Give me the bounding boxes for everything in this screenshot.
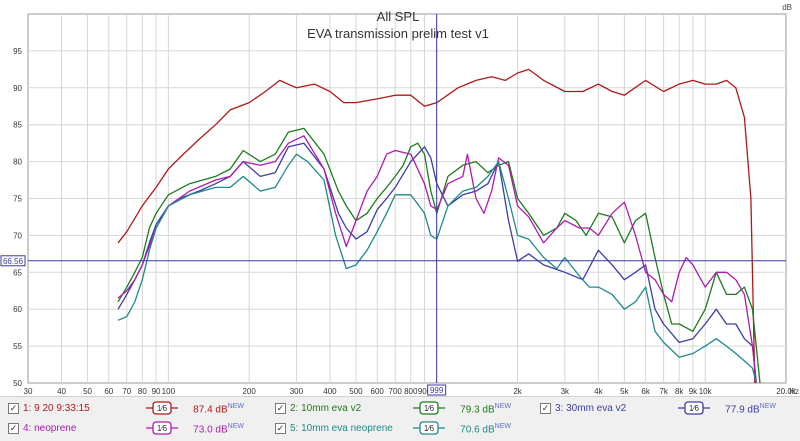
y-tick-label: 80: [13, 158, 22, 167]
svg-text:1⁄6: 1⁄6: [424, 404, 435, 413]
series-lines: [117, 68, 761, 384]
x-tick-label: 500: [349, 387, 363, 396]
visibility-checkbox[interactable]: ✓: [275, 403, 286, 414]
x-tick-label: 90: [152, 387, 161, 396]
legend-item-2[interactable]: ✓ 2: 10mm eva v2 1⁄6 79.3 dBNEW: [275, 399, 535, 419]
cursor-x-badge: [427, 384, 447, 396]
legend-item-4[interactable]: ✓ 4: neoprene 1⁄6 73.0 dBNEW: [8, 419, 268, 439]
x-tick-label: 900: [418, 387, 432, 396]
series-line-2: [117, 127, 761, 384]
visibility-checkbox[interactable]: ✓: [540, 403, 551, 414]
x-tick-label: 7k: [659, 387, 668, 396]
x-tick-label: 100: [162, 387, 176, 396]
x-tick-label: 3k: [561, 387, 570, 396]
chart-subtitle: EVA transmission prelim test v1: [307, 26, 489, 41]
x-tick-label: 9k: [689, 387, 698, 396]
y-tick-label: 60: [13, 305, 22, 314]
x-tick-label: 700: [389, 387, 403, 396]
new-tag: NEW: [227, 423, 244, 430]
y-tick-label: 70: [13, 231, 22, 240]
cursor-y-badge: [0, 255, 26, 267]
series-name-label: 3: 30mm eva v2: [555, 403, 627, 414]
visibility-checkbox[interactable]: ✓: [275, 423, 286, 434]
y-tick-label: 55: [13, 342, 22, 351]
y-tick-label: 95: [13, 47, 22, 56]
series-level-value: 87.4 dBNEW: [193, 403, 244, 416]
x-tick-label: 70: [122, 387, 131, 396]
grid-lines: [28, 14, 786, 383]
legend-item-5[interactable]: ✓ 5: 10mm eva neoprene 1⁄6 70.6 dBNEW: [275, 419, 535, 439]
series-line-1: [117, 68, 756, 384]
line-style-swatch-icon[interactable]: 1⁄6: [146, 421, 178, 435]
axis-tick-labels: 30 40 50 60 70 80 90 100 200 300 400 500 600 700 800 90…: [13, 47, 797, 396]
x-tick-label: 8k: [675, 387, 684, 396]
x-tick-label: 800: [404, 387, 418, 396]
new-tag: NEW: [759, 403, 776, 410]
series-level-value: 70.6 dBNEW: [460, 423, 511, 436]
series-line-4: [117, 135, 757, 384]
x-tick-label: 5k: [620, 387, 629, 396]
svg-text:1⁄6: 1⁄6: [689, 404, 700, 413]
x-tick-label: 40: [57, 387, 66, 396]
x-tick-label: 200: [242, 387, 256, 396]
x-tick-label: 80: [138, 387, 147, 396]
y-tick-label: 65: [13, 268, 22, 277]
cursor-y-label: 66.56: [3, 257, 24, 266]
line-style-swatch-icon[interactable]: 1⁄6: [413, 401, 445, 415]
y-axis-unit: dB: [782, 3, 792, 12]
y-tick-label: 75: [13, 195, 22, 204]
series-level-value: 79.3 dBNEW: [460, 403, 511, 416]
x-tick-label: 400: [323, 387, 337, 396]
x-tick-label: 20.0k: [776, 387, 797, 396]
series-level-value: 73.0 dBNEW: [193, 423, 244, 436]
legend-panel: ✓ 1: 9 20 9:33:15 1⁄6 87.4 dBNEW ✓ 2: 10mm ev…: [0, 396, 800, 441]
new-tag: NEW: [494, 403, 511, 410]
x-tick-label: 2k: [513, 387, 522, 396]
series-level-value: 77.9 dBNEW: [725, 403, 776, 416]
series-line-5: [117, 153, 757, 384]
x-tick-label: 300: [290, 387, 304, 396]
line-style-swatch-icon[interactable]: 1⁄6: [146, 401, 178, 415]
visibility-checkbox[interactable]: ✓: [8, 423, 19, 434]
svg-text:1⁄6: 1⁄6: [424, 424, 435, 433]
series-name-label: 2: 10mm eva v2: [290, 403, 362, 414]
x-tick-label: 6k: [641, 387, 650, 396]
x-tick-label: 600: [371, 387, 385, 396]
series-name-label: 1: 9 20 9:33:15: [23, 403, 90, 414]
series-name-label: 5: 10mm eva neoprene: [290, 423, 393, 434]
line-style-swatch-icon[interactable]: 1⁄6: [678, 401, 710, 415]
new-tag: NEW: [494, 423, 511, 430]
spl-chart[interactable]: 30 40 50 60 70 80 90 100 200 300 400 500 600 700 800 90…: [0, 0, 800, 398]
y-tick-label: 90: [13, 84, 22, 93]
y-tick-label: 85: [13, 121, 22, 130]
svg-text:1⁄6: 1⁄6: [157, 404, 168, 413]
x-tick-label: 4k: [594, 387, 603, 396]
svg-text:1⁄6: 1⁄6: [157, 424, 168, 433]
new-tag: NEW: [227, 403, 244, 410]
legend-item-1[interactable]: ✓ 1: 9 20 9:33:15 1⁄6 87.4 dBNEW: [8, 399, 268, 419]
x-tick-label: 60: [104, 387, 113, 396]
cursor-x-label: 999: [430, 386, 444, 395]
cursor: 999 66.56: [0, 14, 786, 396]
x-tick-label: 50: [83, 387, 92, 396]
visibility-checkbox[interactable]: ✓: [8, 403, 19, 414]
legend-item-3[interactable]: ✓ 3: 30mm eva v2 1⁄6 77.9 dBNEW: [540, 399, 800, 419]
x-tick-label: 10k: [699, 387, 713, 396]
x-axis-unit: Hz: [789, 387, 799, 396]
series-name-label: 4: neoprene: [23, 423, 77, 434]
x-tick-label: 30: [24, 387, 33, 396]
line-style-swatch-icon[interactable]: 1⁄6: [413, 421, 445, 435]
chart-title: All SPL: [377, 9, 420, 24]
y-tick-label: 50: [13, 379, 22, 388]
